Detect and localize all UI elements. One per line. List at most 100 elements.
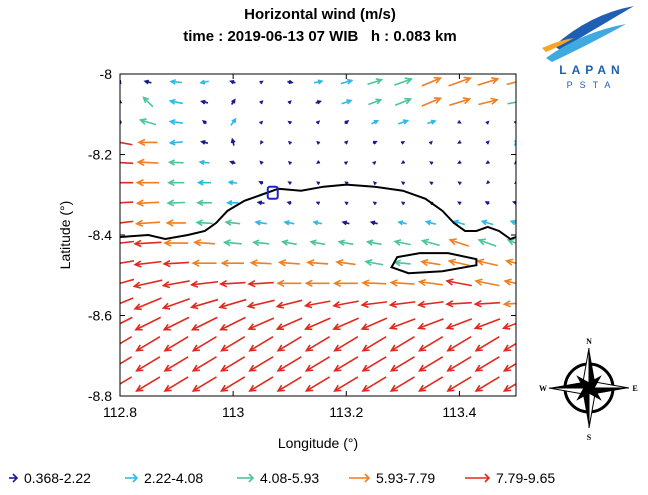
x-tick-label: 113.2 bbox=[329, 404, 363, 420]
wind-arrow bbox=[313, 79, 324, 85]
logo-subtext: PSTA bbox=[567, 80, 618, 90]
wind-arrow bbox=[475, 258, 498, 267]
wind-arrow bbox=[344, 201, 349, 206]
island-outline bbox=[390, 252, 478, 275]
wind-arrow bbox=[138, 118, 157, 126]
wind-arrow bbox=[280, 239, 297, 246]
wind-arrow bbox=[259, 160, 264, 165]
wind-arrow bbox=[446, 356, 472, 372]
wind-arrow bbox=[372, 201, 377, 206]
wind-arrow bbox=[360, 300, 388, 308]
wind-arrow bbox=[502, 342, 516, 352]
logo-stroke-1 bbox=[554, 6, 634, 50]
wind-arrow bbox=[485, 140, 490, 145]
compass-e: E bbox=[632, 384, 637, 393]
coastline-segment bbox=[120, 183, 516, 241]
wind-arrow bbox=[502, 382, 516, 392]
wind-arrow bbox=[199, 79, 209, 85]
wind-arrow bbox=[341, 99, 353, 105]
wind-arrow bbox=[368, 98, 383, 106]
lapan-logo: LAPAN PSTA bbox=[542, 6, 634, 90]
wind-arrow bbox=[251, 239, 270, 247]
wind-arrow bbox=[224, 219, 241, 226]
wind-arrow bbox=[191, 376, 217, 392]
x-tick-label: 113.4 bbox=[442, 404, 476, 420]
wind-arrow bbox=[120, 376, 133, 385]
wind-arrow bbox=[120, 220, 134, 224]
wind-arrow bbox=[506, 81, 516, 86]
legend-item: 2.22-4.08 bbox=[124, 468, 203, 488]
y-tick-label: -8 bbox=[100, 66, 113, 82]
wind-arrow bbox=[135, 178, 160, 187]
legend-item: 0.368-2.22 bbox=[8, 468, 91, 488]
wind-arrow bbox=[163, 239, 189, 247]
wind-arrow bbox=[316, 140, 321, 145]
wind-arrow bbox=[477, 77, 500, 86]
wind-arrow bbox=[400, 181, 405, 185]
wind-arrow bbox=[195, 219, 213, 227]
title-block: Horizontal wind (m/s) time : 2019-06-13 … bbox=[120, 4, 520, 48]
wind-arrow bbox=[420, 258, 441, 267]
wind-arrow bbox=[333, 336, 359, 352]
wind-arrow bbox=[428, 140, 433, 145]
legend-label: 0.368-2.22 bbox=[24, 470, 91, 486]
location-marker bbox=[266, 185, 279, 200]
wind-arrow bbox=[256, 200, 265, 206]
wind-arrow bbox=[394, 77, 414, 86]
legend-arrow-icon bbox=[9, 473, 19, 483]
wind-arrow bbox=[220, 259, 244, 267]
legend-label: 7.79-9.65 bbox=[496, 470, 556, 486]
wind-arrow bbox=[309, 239, 326, 246]
wind-arrow bbox=[120, 181, 134, 184]
wind-arrow bbox=[192, 239, 215, 247]
wind-arrow bbox=[189, 298, 219, 310]
wind-arrow bbox=[287, 181, 292, 185]
wind-arrow bbox=[134, 219, 160, 228]
wind-arrow bbox=[258, 181, 264, 185]
legend-arrow-icon bbox=[349, 473, 371, 483]
wind-arrow bbox=[360, 317, 388, 331]
legend-arrow-icon bbox=[237, 473, 255, 483]
wind-arrow bbox=[166, 199, 186, 207]
wind-arrow bbox=[286, 201, 292, 205]
wind-arrow bbox=[445, 318, 473, 330]
wind-arrow bbox=[190, 316, 218, 331]
wind-arrow bbox=[218, 280, 246, 288]
wind-arrow bbox=[513, 139, 516, 146]
wind-arrow bbox=[389, 376, 415, 392]
location-marker-box bbox=[266, 185, 279, 200]
wind-arrow bbox=[429, 181, 434, 185]
wind-arrow bbox=[287, 140, 292, 145]
x-tick-label: 112.8 bbox=[103, 404, 137, 420]
wind-arrow bbox=[312, 220, 323, 226]
wind-arrow bbox=[133, 297, 162, 311]
wind-arrow bbox=[361, 356, 387, 372]
wind-arrow bbox=[448, 238, 469, 247]
legend-arrow-icon bbox=[465, 473, 491, 483]
wind-arrow bbox=[283, 220, 295, 226]
wind-arrow bbox=[246, 299, 275, 309]
wind-arrow bbox=[230, 137, 236, 146]
wind-arrow bbox=[400, 201, 405, 206]
wind-arrow bbox=[142, 96, 154, 108]
y-axis-label: Latitude (°) bbox=[57, 201, 73, 270]
wind-arrow bbox=[120, 260, 135, 264]
wind-arrow bbox=[249, 259, 272, 267]
wind-arrow bbox=[501, 322, 516, 330]
wind-arrow bbox=[473, 318, 501, 330]
wind-arrow bbox=[276, 336, 302, 352]
legend-item: 4.08-5.93 bbox=[236, 468, 319, 488]
wind-arrow bbox=[120, 201, 134, 204]
wind-plot: 112.8 113 113.2 113.4 -8 -8.2 -8.4 -8.6 -8.8 Lon… bbox=[57, 66, 638, 451]
wind-arrow bbox=[504, 258, 516, 266]
y-tick-label: -8.4 bbox=[88, 227, 112, 243]
wind-arrow bbox=[484, 201, 490, 205]
wind-arrow bbox=[287, 100, 292, 105]
wind-arrow bbox=[372, 140, 378, 145]
wind-arrow bbox=[303, 317, 331, 331]
wind-arrow bbox=[163, 356, 189, 372]
wind-arrow bbox=[136, 158, 159, 167]
wind-arrow bbox=[120, 278, 135, 285]
compass-needle-n bbox=[589, 348, 595, 388]
compass-rose: N S E W bbox=[539, 337, 638, 442]
